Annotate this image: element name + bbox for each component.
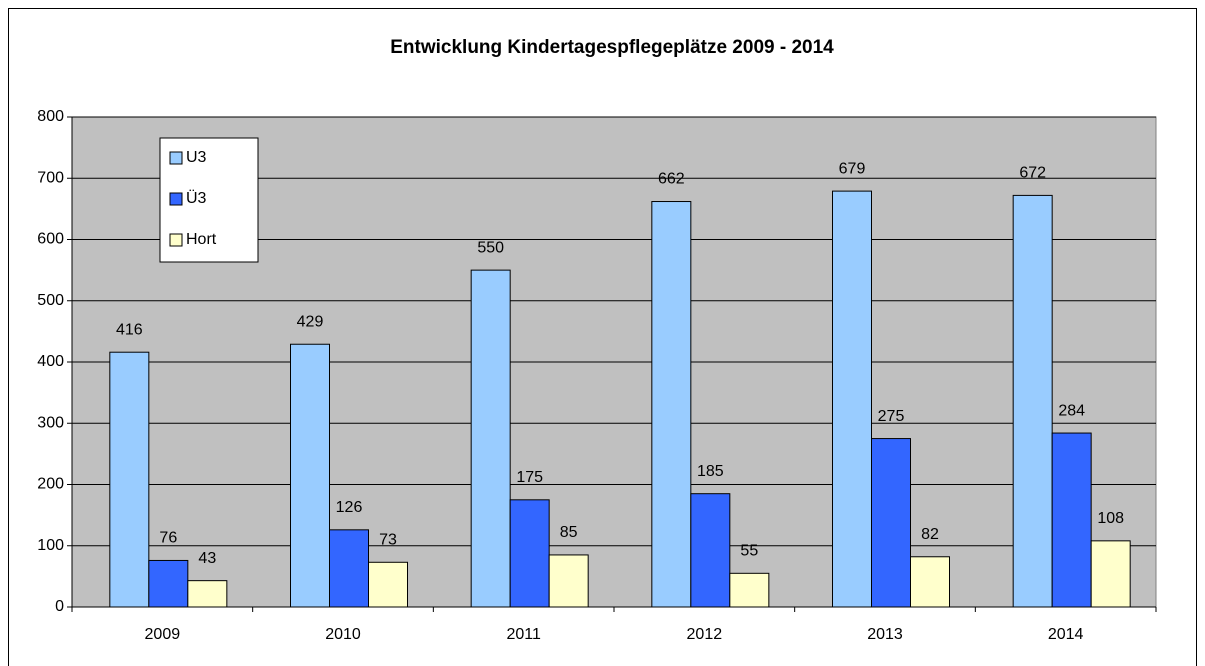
bar bbox=[1051, 432, 1092, 608]
bar bbox=[109, 351, 150, 608]
legend-swatch bbox=[169, 151, 183, 165]
data-label: 550 bbox=[477, 239, 504, 256]
data-label: 43 bbox=[198, 550, 216, 567]
y-tick-label: 600 bbox=[37, 231, 64, 248]
data-label: 185 bbox=[697, 463, 724, 480]
y-tick-label: 200 bbox=[37, 476, 64, 493]
bar bbox=[368, 561, 408, 608]
data-label: 429 bbox=[297, 313, 324, 330]
data-label: 55 bbox=[740, 543, 758, 560]
bar bbox=[651, 201, 692, 608]
bar bbox=[1090, 540, 1131, 608]
bar bbox=[148, 559, 189, 608]
data-label: 275 bbox=[878, 408, 905, 425]
data-label: 85 bbox=[560, 524, 578, 541]
x-tick-label: 2009 bbox=[145, 626, 181, 643]
y-tick-label: 700 bbox=[37, 169, 64, 186]
bar bbox=[832, 190, 872, 608]
chart-title: Entwicklung Kindertagespflegeplätze 2009… bbox=[390, 37, 834, 58]
y-tick-label: 800 bbox=[37, 108, 64, 125]
bar bbox=[690, 493, 731, 608]
data-label: 76 bbox=[159, 530, 177, 547]
bar bbox=[729, 572, 770, 608]
bar bbox=[470, 269, 511, 608]
bar bbox=[187, 580, 228, 608]
bar bbox=[548, 554, 589, 608]
bar bbox=[290, 343, 330, 608]
bar bbox=[1012, 194, 1053, 608]
x-tick-label: 2010 bbox=[325, 626, 361, 643]
legend-swatch bbox=[169, 192, 183, 206]
legend-swatch bbox=[169, 233, 183, 247]
data-label: 108 bbox=[1097, 510, 1124, 527]
y-tick-label: 300 bbox=[37, 414, 64, 431]
data-label: 126 bbox=[336, 499, 363, 516]
y-tick-label: 400 bbox=[37, 353, 64, 370]
y-tick-label: 0 bbox=[55, 598, 64, 615]
legend-label: Hort bbox=[186, 231, 217, 248]
data-label: 73 bbox=[379, 532, 397, 549]
x-tick-label: 2012 bbox=[687, 626, 723, 643]
bar bbox=[329, 529, 369, 608]
data-label: 662 bbox=[658, 171, 685, 188]
legend-label: U3 bbox=[186, 149, 207, 166]
legend-label: Ü3 bbox=[186, 189, 207, 207]
x-tick-label: 2014 bbox=[1048, 626, 1084, 643]
data-label: 284 bbox=[1058, 402, 1085, 419]
bar bbox=[910, 556, 950, 608]
x-tick-label: 2013 bbox=[867, 626, 903, 643]
bar bbox=[871, 438, 911, 608]
y-tick-label: 100 bbox=[37, 537, 64, 554]
data-label: 175 bbox=[516, 469, 543, 486]
y-tick-label: 500 bbox=[37, 292, 64, 309]
data-label: 679 bbox=[839, 160, 866, 177]
data-label: 416 bbox=[116, 321, 143, 338]
x-tick-label: 2011 bbox=[506, 626, 541, 643]
data-label: 82 bbox=[921, 526, 939, 543]
bar bbox=[509, 499, 550, 608]
data-label: 672 bbox=[1019, 165, 1046, 182]
